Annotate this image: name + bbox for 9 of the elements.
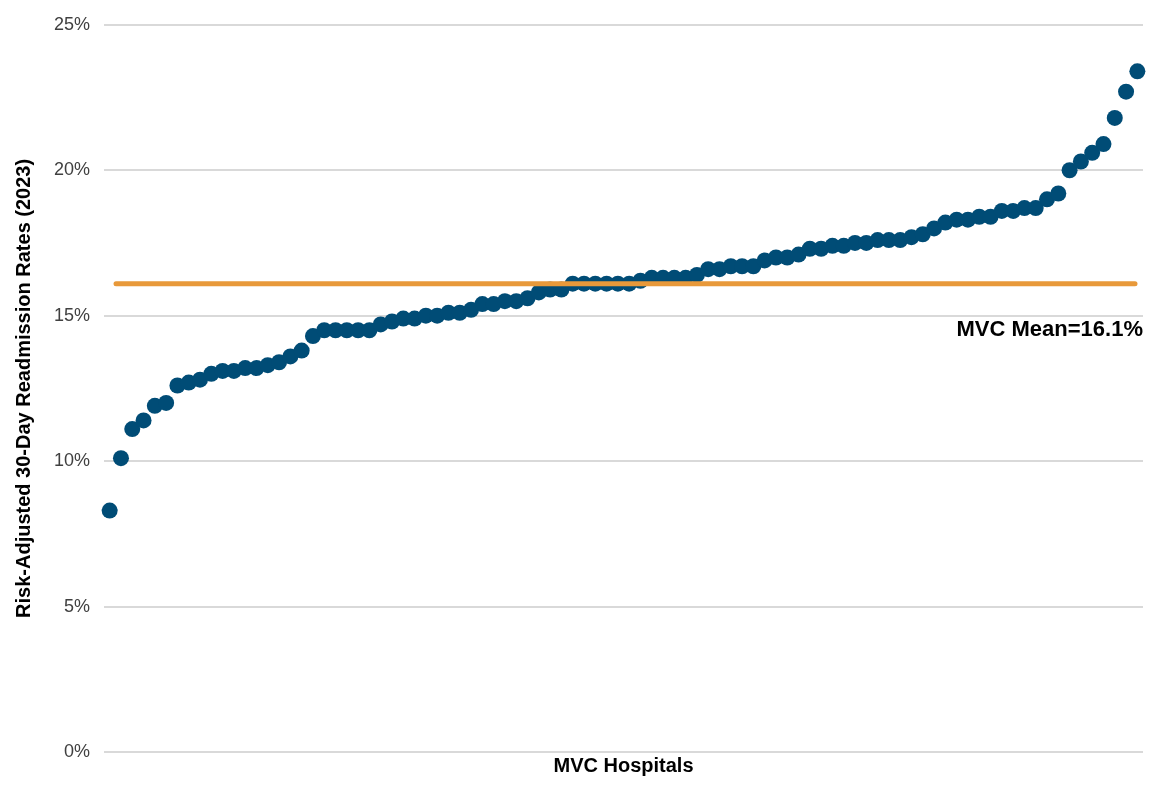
y-tick-label: 15% [54,304,91,325]
x-axis-title: MVC Hospitals [553,753,694,776]
y-tick-label: 0% [64,740,91,761]
y-tick-label: 5% [64,595,91,616]
y-tick-label: 20% [54,159,91,180]
y-tick-label: 25% [54,13,91,34]
ref-line-label: MVC Mean=16.1% [956,315,1143,341]
y-tick-label: 10% [54,450,91,471]
y-axis-title: Risk-Adjusted 30-Day Readmission Rates (2023) [11,158,34,618]
